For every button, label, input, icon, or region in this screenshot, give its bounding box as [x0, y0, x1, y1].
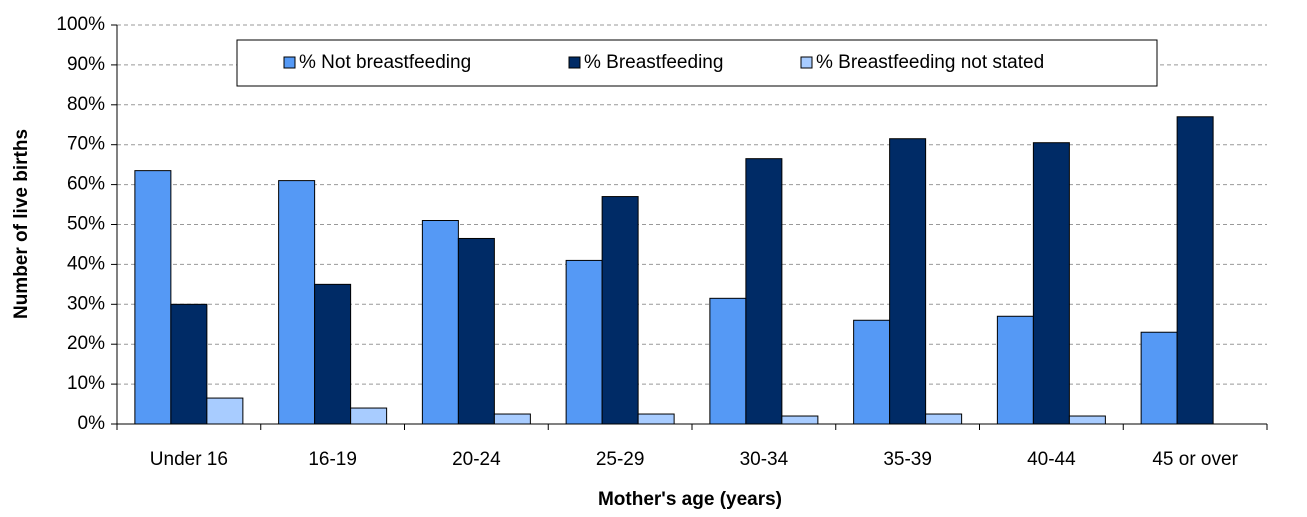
bar [925, 413, 963, 425]
y-tick-label: 30% [67, 293, 105, 314]
x-tick-label: 16-19 [308, 449, 357, 470]
legend-swatch [800, 56, 813, 69]
bar [853, 319, 891, 425]
x-tick-label: 25-29 [596, 449, 645, 470]
x-tick-label: 40-44 [1027, 449, 1076, 470]
y-tick-label: 60% [67, 174, 105, 195]
x-tick-label: 30-34 [740, 449, 789, 470]
bar [1032, 142, 1070, 425]
bar [1140, 331, 1178, 425]
legend-label: % Breastfeeding not stated [816, 52, 1044, 73]
bar [709, 297, 747, 425]
x-tick-label: 45 or over [1152, 449, 1238, 470]
legend-label: % Breastfeeding [584, 52, 723, 73]
x-tick-label: 20-24 [452, 449, 501, 470]
bar [889, 138, 927, 425]
y-tick-label: 70% [67, 134, 105, 155]
legend-swatch [283, 56, 296, 69]
bar [278, 180, 316, 425]
bar [206, 397, 244, 425]
x-axis-label: Mother's age (years) [598, 489, 782, 510]
bar [1068, 415, 1106, 425]
bar [421, 220, 459, 425]
legend-swatch [568, 56, 581, 69]
bar [745, 158, 783, 425]
y-tick-label: 90% [67, 54, 105, 75]
bar [134, 170, 172, 425]
y-tick-label: 80% [67, 94, 105, 115]
legend-label: % Not breastfeeding [299, 52, 471, 73]
x-tick-label: 35-39 [883, 449, 932, 470]
x-tick-label: Under 16 [150, 449, 228, 470]
y-tick-label: 0% [78, 413, 106, 434]
y-axis-label: Number of live births [11, 129, 32, 319]
bar [637, 413, 675, 425]
y-tick-label: 50% [67, 214, 105, 235]
bar [565, 259, 603, 425]
bar [781, 415, 819, 425]
bar [996, 315, 1034, 425]
bar [1176, 116, 1214, 425]
bar [493, 413, 531, 425]
bar [170, 303, 208, 425]
y-tick-label: 40% [67, 253, 105, 274]
legend-box [236, 39, 1158, 87]
bar [314, 283, 352, 425]
y-tick-label: 10% [67, 373, 105, 394]
bar [350, 407, 388, 425]
bar [457, 237, 495, 425]
y-tick-label: 20% [67, 333, 105, 354]
y-tick-label: 100% [56, 14, 105, 35]
bar [601, 196, 639, 425]
